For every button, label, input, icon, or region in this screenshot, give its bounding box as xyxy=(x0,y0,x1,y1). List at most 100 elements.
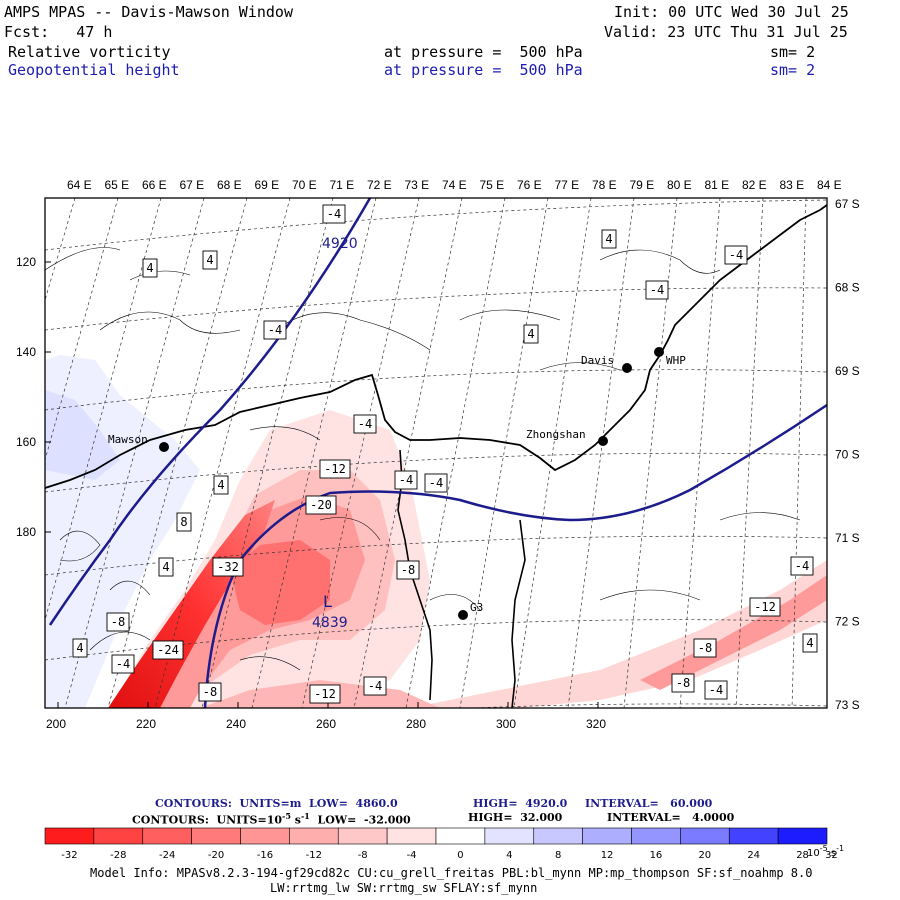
longitude-label: 67 E xyxy=(180,178,205,192)
coastline xyxy=(45,204,827,489)
vorticity-label: -8 xyxy=(203,685,217,699)
field1-name: Relative vorticity xyxy=(8,43,171,61)
colorbar-label: 4 xyxy=(506,850,512,861)
vorticity-label: -4 xyxy=(327,207,341,221)
station-marker xyxy=(598,436,608,446)
height-contour-interval: INTERVAL= 60.000 xyxy=(585,797,713,810)
height-contour-4920 xyxy=(48,198,372,626)
vorticity-label: -8 xyxy=(676,676,690,690)
y-tick-label: 120 xyxy=(16,255,36,269)
longitude-label: 71 E xyxy=(330,178,355,192)
colorbar-swatch xyxy=(44,827,95,845)
vorticity-label-box xyxy=(394,470,418,490)
low-center-value: 4839 xyxy=(312,615,348,631)
latitude-label: 72 S xyxy=(835,615,860,629)
longitude-label: 75 E xyxy=(480,178,505,192)
vorticity-label: 4 xyxy=(217,478,224,492)
vorticity-label-box xyxy=(523,324,539,344)
field2-name: Geopotential height xyxy=(8,61,180,79)
colorbar-swatch xyxy=(484,827,535,845)
colorbar-swatch xyxy=(631,827,681,845)
colorbar-swatch xyxy=(93,827,144,845)
station-marker xyxy=(654,347,664,357)
colorbar-swatch xyxy=(533,827,583,845)
vorticity-label-box xyxy=(671,673,695,693)
field2-level: at pressure = 500 hPa xyxy=(384,61,583,79)
vorticity-label: -4 xyxy=(116,657,130,671)
x-axis-ticks: 200 220 240 260 280 300 320 xyxy=(46,702,606,731)
vorticity-label-box xyxy=(176,512,192,532)
colorbar-label: 16 xyxy=(650,850,663,861)
x-tick-label: 240 xyxy=(226,717,246,731)
vorticity-label: -24 xyxy=(157,643,179,657)
colorbar-label: 28 xyxy=(796,850,809,861)
vorticity-label: -4 xyxy=(650,283,664,297)
station-label: WHP xyxy=(666,354,686,367)
vorticity-label: -8 xyxy=(111,615,125,629)
vorticity-contour-info: CONTOURS: UNITS=10-5 s-1 LOW= -32.000 xyxy=(132,811,411,827)
vorticity-label-box xyxy=(142,258,158,278)
field2-smooth: sm= 2 xyxy=(770,61,816,79)
longitude-label: 73 E xyxy=(405,178,430,192)
vorticity-label: 8 xyxy=(180,515,187,529)
init-time: Init: 00 UTC Wed 30 Jul 25 xyxy=(614,3,849,21)
vorticity-label-box xyxy=(396,560,420,580)
vorticity-label: 4 xyxy=(527,327,534,341)
colorbar-swatch xyxy=(728,827,779,845)
station-label: G3 xyxy=(470,601,483,614)
longitude-label: 69 E xyxy=(255,178,280,192)
colorbar-swatch xyxy=(337,827,388,845)
vorticity-label-box xyxy=(601,229,617,249)
colorbar-swatch xyxy=(240,827,290,845)
vorticity-label-box xyxy=(263,320,287,340)
vorticity-label-box xyxy=(424,473,448,493)
longitude-label: 74 E xyxy=(442,178,467,192)
station-marker xyxy=(458,610,468,620)
map-field xyxy=(45,198,827,708)
vorticity-label: 4 xyxy=(605,232,612,246)
vorticity-label-box xyxy=(111,654,135,674)
colorbar-labels: -32 -28 -24 -20 -16 -12 -8 -4 0 4 8 12 16 20 24 28 32 xyxy=(61,850,838,861)
colorbar-label: 0 xyxy=(457,850,463,861)
longitude-label: 84 E xyxy=(817,178,842,192)
station-label: Mawson xyxy=(108,433,148,446)
vorticity-label: 4 xyxy=(806,636,813,650)
vorticity-label-box xyxy=(212,557,244,577)
height-label-4920: 4920 xyxy=(322,236,358,252)
vorticity-label-box xyxy=(322,204,346,224)
vorticity-label: -12 xyxy=(754,600,776,614)
vorticity-label: -4 xyxy=(429,476,443,490)
station-marker xyxy=(622,363,632,373)
valid-time: Valid: 23 UTC Thu 31 Jul 25 xyxy=(604,23,848,41)
vorticity-label-box xyxy=(213,475,229,495)
vorticity-label-box xyxy=(790,556,814,576)
model-info: Model Info: MPASv8.2.3-194-gf29cd82c CU:… xyxy=(90,866,813,880)
longitude-label: 72 E xyxy=(367,178,392,192)
colorbar-label: -16 xyxy=(257,850,273,861)
longitude-labels: 64 E 65 E 66 E 67 E 68 E 69 E 70 E 71 E 72 E 73 E… xyxy=(67,178,842,192)
vorticity-label: 4 xyxy=(146,261,153,275)
longitude-label: 68 E xyxy=(217,178,242,192)
longitude-label: 70 E xyxy=(292,178,317,192)
x-tick-label: 320 xyxy=(586,717,606,731)
vorticity-label-box xyxy=(353,414,377,434)
forecast-hour: Fcst: 47 h xyxy=(4,23,113,41)
vorticity-label: -4 xyxy=(399,473,413,487)
x-tick-label: 200 xyxy=(46,717,66,731)
latitude-label: 69 S xyxy=(835,364,860,378)
colorbar-label: 12 xyxy=(601,850,614,861)
vorticity-label-box xyxy=(724,245,748,265)
latitude-label: 70 S xyxy=(835,448,860,462)
colorbar-swatch xyxy=(289,827,339,845)
negative-vorticity-band-southeast-core xyxy=(640,575,827,690)
vorticity-label-box xyxy=(363,676,387,696)
model-info-physics: LW:rrtmg_lw SW:rrtmg_sw SFLAY:sf_mynn xyxy=(270,881,538,895)
vorticity-label: -4 xyxy=(709,683,723,697)
vorticity-label-box xyxy=(106,612,130,632)
vorticity-label-box xyxy=(198,682,222,702)
vorticity-label: -4 xyxy=(268,323,282,337)
vorticity-label: -4 xyxy=(358,417,372,431)
colorbar-swatch xyxy=(142,827,192,845)
longitude-label: 79 E xyxy=(630,178,655,192)
